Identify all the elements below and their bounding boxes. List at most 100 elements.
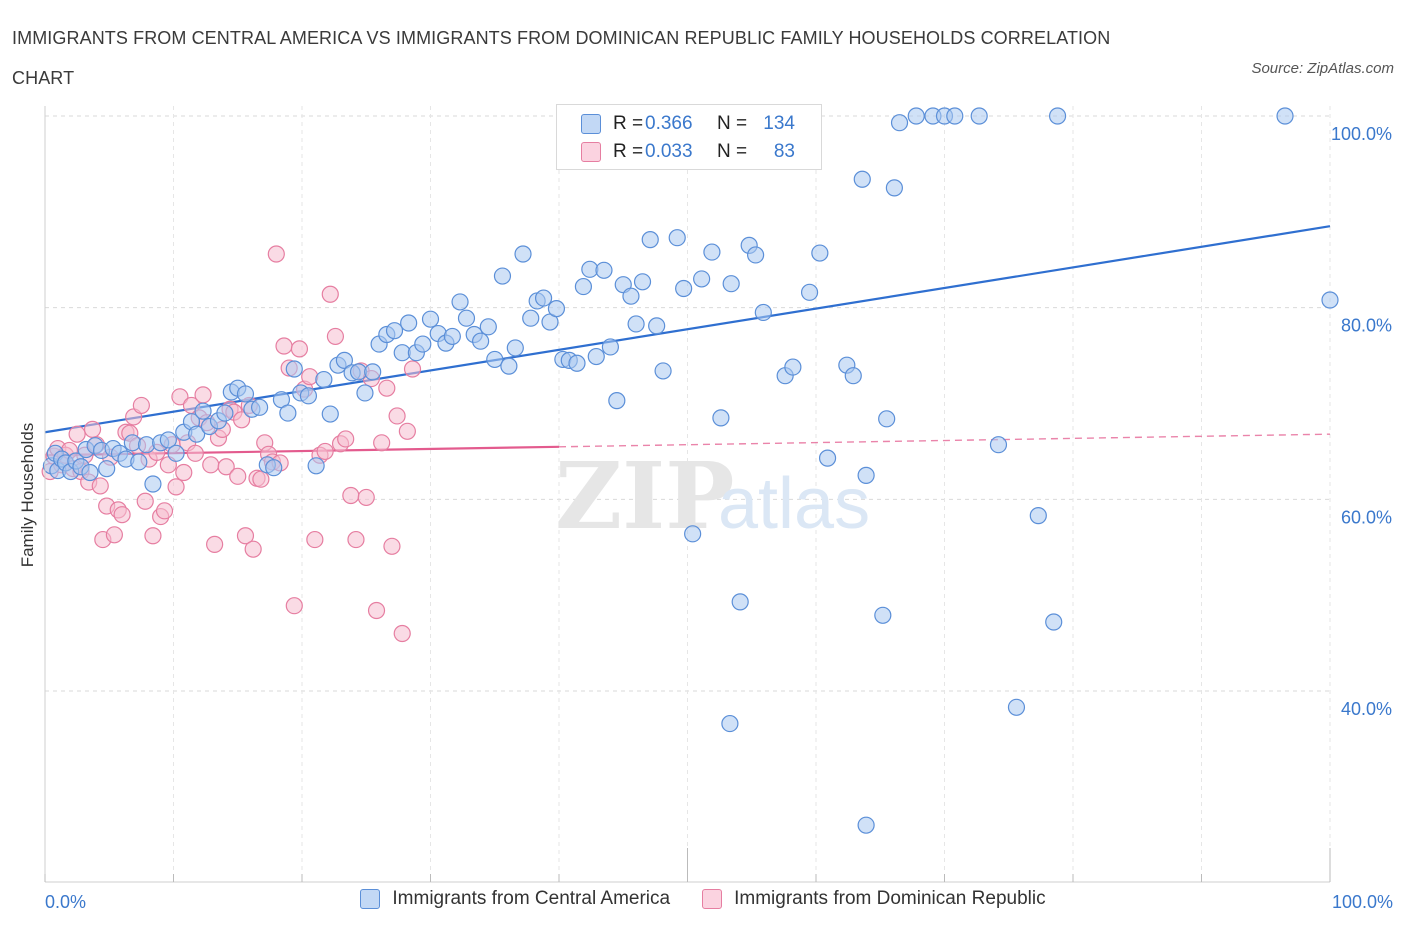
point-central-america: [335, 351, 354, 369]
chart-title: IMMIGRANTS FROM CENTRAL AMERICA VS IMMIG…: [12, 28, 1111, 88]
data-points: [41, 107, 1339, 834]
point-dominican-republic: [373, 434, 391, 452]
legend-label: Immigrants from Dominican Republic: [734, 888, 1046, 909]
point-central-america: [668, 229, 686, 247]
point-central-america: [279, 404, 297, 422]
point-central-america: [857, 466, 875, 484]
point-dominican-republic: [393, 624, 411, 643]
point-dominican-republic: [229, 467, 247, 485]
point-dominican-republic: [403, 360, 422, 378]
point-dominican-republic: [83, 420, 102, 438]
series-legend: Immigrants from Central America Immigran…: [0, 888, 1406, 910]
point-central-america: [98, 460, 116, 478]
y-tick-label: 100.0%: [1331, 124, 1392, 144]
point-central-america: [641, 231, 659, 249]
point-central-america: [534, 289, 553, 307]
point-central-america: [123, 434, 141, 452]
legend-swatch-blue: [360, 889, 381, 909]
point-dominican-republic: [378, 379, 396, 397]
legend-n-value: 83: [773, 141, 795, 162]
point-central-america: [479, 318, 497, 336]
point-central-america: [784, 358, 802, 376]
point-central-america: [885, 179, 903, 197]
point-dominican-republic: [91, 477, 109, 495]
point-central-america: [250, 398, 269, 416]
point-central-america: [188, 425, 206, 443]
point-central-america: [722, 275, 740, 293]
point-dominican-republic: [326, 327, 345, 346]
point-central-america: [547, 300, 566, 318]
point-central-america: [608, 392, 626, 410]
point-central-america: [167, 444, 185, 462]
point-central-america: [712, 409, 730, 427]
point-dominican-republic: [275, 337, 293, 355]
point-dominican-republic: [347, 530, 365, 549]
x-tick-label: 0.0%: [45, 892, 86, 912]
point-central-america: [587, 347, 605, 366]
legend-r-value: 0.366: [645, 113, 693, 134]
point-central-america: [622, 287, 640, 305]
point-dominican-republic: [136, 492, 154, 510]
point-central-america: [194, 402, 212, 420]
axes: 40.0% 60.0% 80.0% 100.0% 0.0% 100.0%: [44, 106, 1393, 912]
legend-item-central-america[interactable]: Immigrants from Central America: [360, 888, 670, 910]
point-dominican-republic: [186, 444, 204, 462]
point-central-america: [451, 293, 469, 311]
y-tick-label: 40.0%: [1341, 699, 1392, 719]
point-central-america: [970, 107, 988, 125]
point-central-america: [627, 315, 645, 333]
point-central-america: [400, 314, 418, 332]
point-central-america: [514, 245, 532, 263]
point-central-america: [601, 338, 620, 356]
point-central-america: [457, 309, 476, 327]
point-dominican-republic: [175, 463, 193, 482]
point-dominican-republic: [252, 470, 270, 488]
point-central-america: [853, 170, 871, 188]
point-central-america: [946, 107, 964, 125]
point-dominican-republic: [233, 411, 251, 429]
point-central-america: [1045, 613, 1063, 631]
point-central-america: [522, 309, 540, 327]
point-central-america: [385, 322, 404, 340]
point-dominican-republic: [367, 601, 386, 620]
point-central-america: [721, 714, 739, 733]
point-central-america: [654, 362, 672, 380]
point-dominican-republic: [301, 368, 319, 386]
legend-r-label: R =: [613, 141, 644, 162]
point-dominican-republic: [202, 456, 220, 474]
point-dominican-republic: [155, 502, 174, 520]
point-central-america: [693, 270, 711, 288]
trend-line-dominican-republic-extension: [558, 433, 1331, 448]
point-central-america: [800, 283, 819, 301]
point-central-america: [844, 367, 862, 385]
point-central-america: [684, 525, 702, 543]
point-dominican-republic: [316, 442, 334, 461]
point-central-america: [315, 370, 333, 389]
point-dominican-republic: [342, 486, 360, 505]
point-dominican-republic: [290, 340, 309, 358]
legend-n-value: 134: [763, 113, 795, 134]
point-central-america: [890, 114, 909, 132]
point-central-america: [648, 317, 666, 335]
legend-item-dominican-republic[interactable]: Immigrants from Dominican Republic: [702, 888, 1046, 910]
point-dominican-republic: [236, 527, 255, 545]
legend-row-dominican-republic: R = 0.033 N = 83: [581, 138, 795, 166]
x-tick-label: 100.0%: [1332, 892, 1393, 912]
point-central-america: [574, 277, 593, 296]
point-central-america: [907, 107, 925, 125]
point-central-america: [747, 246, 765, 264]
point-central-america: [81, 463, 99, 482]
point-central-america: [675, 279, 693, 298]
point-central-america: [137, 436, 156, 454]
point-central-america: [1321, 291, 1339, 309]
point-dominican-republic: [321, 285, 339, 303]
point-dominican-republic: [217, 458, 235, 476]
point-central-america: [285, 360, 303, 378]
point-central-america: [472, 332, 490, 350]
point-central-america: [1048, 107, 1067, 125]
point-dominican-republic: [357, 488, 375, 507]
point-central-america: [493, 267, 512, 285]
watermark-zip: ZIP: [555, 442, 734, 550]
legend-r-value: 0.033: [645, 141, 693, 162]
point-central-america: [159, 431, 177, 449]
